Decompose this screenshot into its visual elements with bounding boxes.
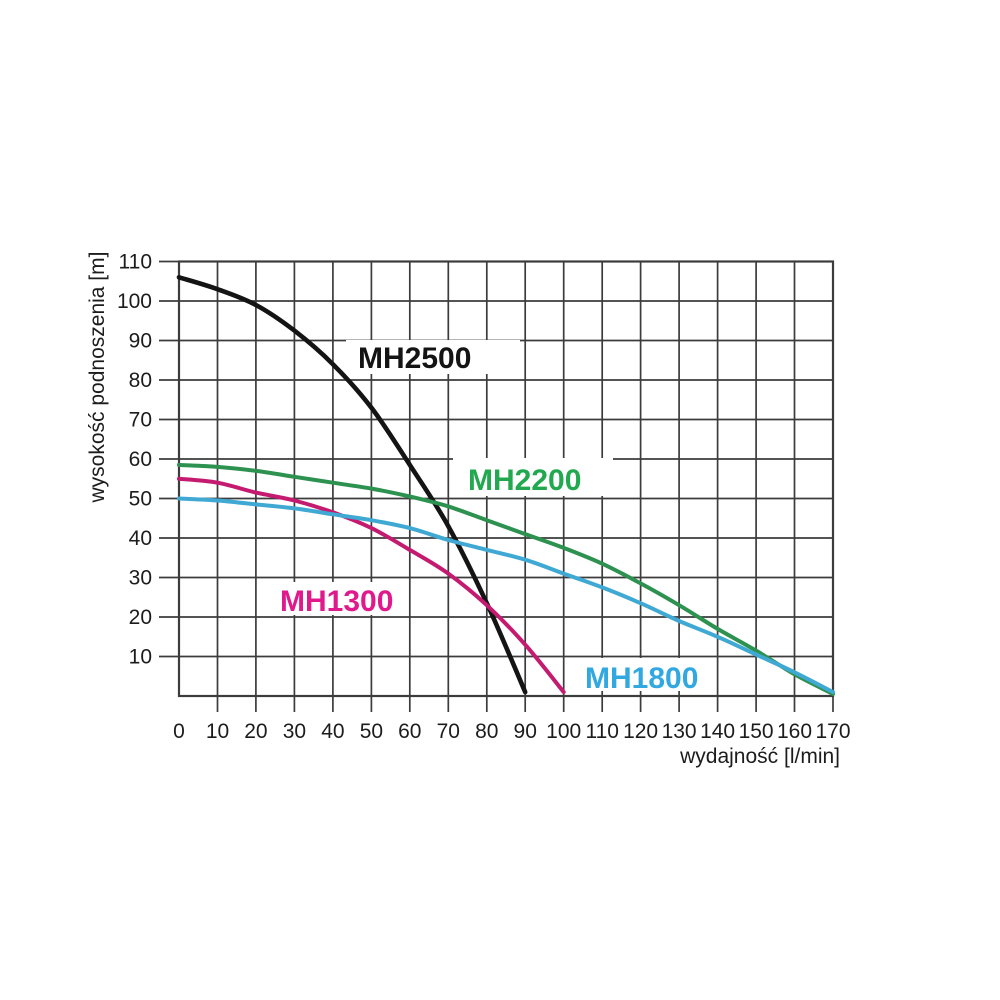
label-box-MH2500 <box>346 340 520 374</box>
x-tick-label: 150 <box>739 720 774 743</box>
y-tick-label: 20 <box>129 606 152 629</box>
label-box-MH1300 <box>267 582 408 615</box>
chart-grid <box>177 260 835 698</box>
y-tick-label: 10 <box>129 646 152 669</box>
curve-MH2500 <box>176 275 528 695</box>
y-tick-label: 90 <box>129 330 152 353</box>
y-tick-label: 100 <box>117 290 152 313</box>
x-tick-label: 60 <box>398 720 421 743</box>
chart-axis-ticks: 0 10 20 30 40 50 60 70 80 90 100 110 120 130 140 150 160… <box>117 251 851 744</box>
label-box-MH2200 <box>453 458 613 496</box>
x-tick-label: 70 <box>437 720 460 743</box>
x-tick-label: 170 <box>815 720 850 743</box>
y-tick-label: 40 <box>129 527 152 550</box>
y-tick-label: 30 <box>129 567 152 590</box>
series-label-MH2500: MH2500 <box>358 342 471 375</box>
x-tick-label: 140 <box>700 720 735 743</box>
x-axis-title: wydajność [l/min] <box>679 745 840 768</box>
y-tick-label: 60 <box>129 448 152 471</box>
y-tick-label: 80 <box>129 369 152 392</box>
y-tick-label: 70 <box>129 409 152 432</box>
y-axis-title: wysokość podnoszenia [m] <box>86 252 109 504</box>
x-tick-label: 120 <box>623 720 658 743</box>
chart-series-labels: MH2500 MH2200 MH1300 MH1800 <box>267 340 708 695</box>
x-tick-label: 130 <box>662 720 697 743</box>
x-tick-label: 20 <box>244 720 267 743</box>
label-box-MH1800 <box>567 658 708 691</box>
x-tick-label: 10 <box>206 720 229 743</box>
x-tick-label: 160 <box>777 720 812 743</box>
curve-MH1300 <box>177 476 566 695</box>
chart-curves <box>176 275 835 696</box>
x-tick-label: 30 <box>283 720 306 743</box>
x-tick-label: 40 <box>321 720 344 743</box>
series-label-MH1800: MH1800 <box>585 662 698 695</box>
series-label-MH1300: MH1300 <box>280 585 393 618</box>
curve-MH2200 <box>177 462 835 696</box>
x-tick-label: 100 <box>546 720 581 743</box>
x-tick-label: 50 <box>360 720 383 743</box>
x-tick-label: 90 <box>514 720 537 743</box>
x-tick-label: 80 <box>475 720 498 743</box>
y-tick-label: 50 <box>129 488 152 511</box>
y-tick-label: 110 <box>119 251 152 274</box>
series-label-MH2200: MH2200 <box>468 464 581 497</box>
x-tick-label: 0 <box>173 720 185 743</box>
curve-MH1800 <box>177 496 835 695</box>
x-tick-label: 110 <box>585 720 618 743</box>
